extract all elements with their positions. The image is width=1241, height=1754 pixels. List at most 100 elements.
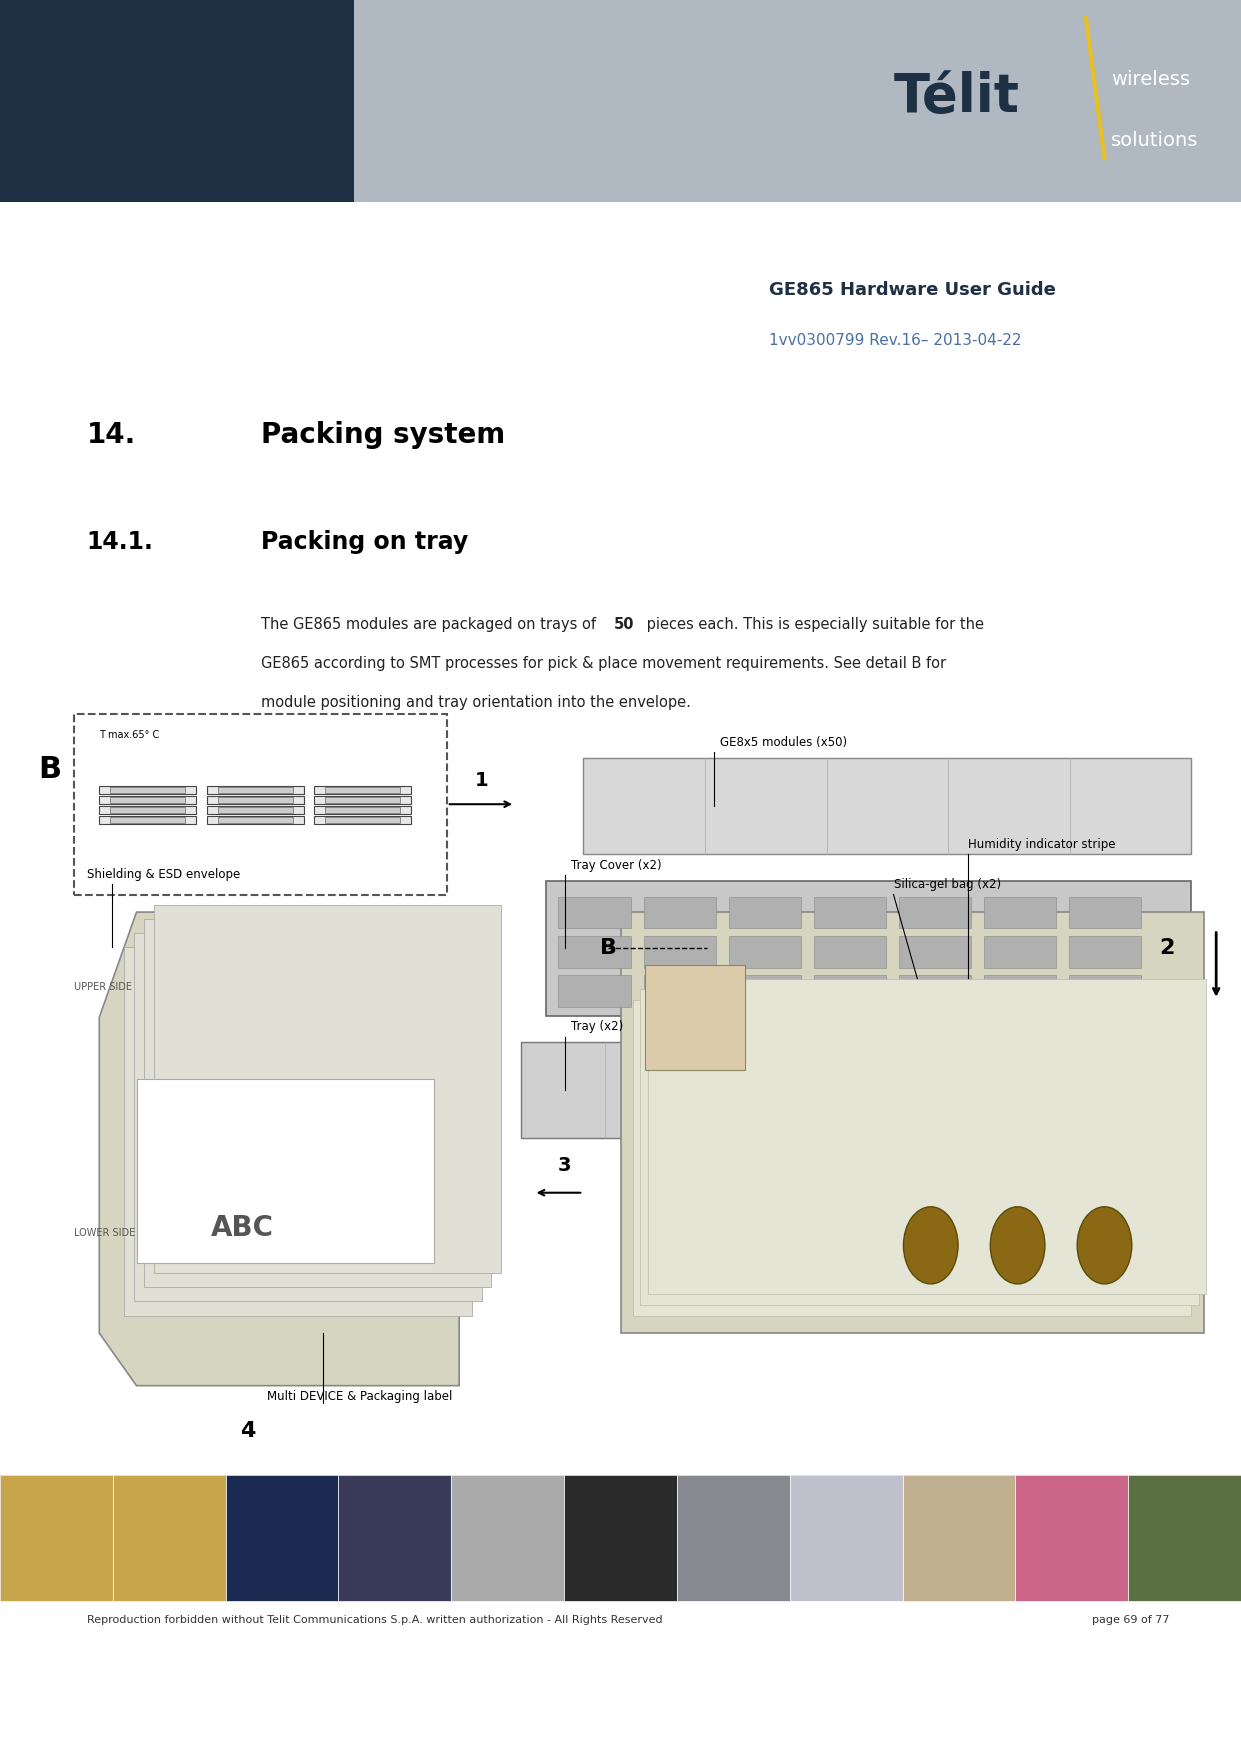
Bar (645, 965, 745, 1070)
Bar (314, 805, 411, 814)
Text: Tray (x2): Tray (x2) (571, 1021, 623, 1033)
Bar (546, 881, 1191, 1016)
Bar (113, 1475, 226, 1601)
Bar (99, 805, 196, 814)
Bar (325, 817, 401, 823)
Bar (1069, 896, 1142, 928)
Bar (521, 1042, 1191, 1138)
Text: B: B (38, 754, 61, 784)
Bar (137, 1079, 434, 1263)
Text: module positioning and tray orientation into the envelope.: module positioning and tray orientation … (261, 695, 690, 710)
Circle shape (990, 1207, 1045, 1284)
Bar (814, 975, 886, 1007)
Bar (558, 975, 630, 1007)
Bar (902, 1475, 1015, 1601)
Bar (62, 740, 1204, 1438)
Text: Humidity indicator stripe: Humidity indicator stripe (968, 838, 1116, 851)
Bar (207, 805, 304, 814)
Text: The GE865 modules are packaged on trays of: The GE865 modules are packaged on trays … (261, 617, 601, 633)
Bar (984, 896, 1056, 928)
Bar (314, 786, 411, 795)
Bar (728, 975, 800, 1007)
Bar (217, 817, 293, 823)
Bar (558, 937, 630, 968)
Bar (99, 786, 196, 795)
Bar (325, 807, 401, 814)
Text: Shielding & ESD envelope: Shielding & ESD envelope (87, 868, 240, 881)
Bar (339, 1475, 452, 1601)
Text: B: B (599, 938, 617, 958)
Text: 4: 4 (241, 1421, 256, 1440)
Text: GE865 Hardware User Guide: GE865 Hardware User Guide (769, 281, 1056, 298)
Text: Multi DEVICE & Packaging label: Multi DEVICE & Packaging label (267, 1391, 453, 1403)
Bar (644, 975, 716, 1007)
Bar (0, 1475, 1241, 1601)
Text: Packing system: Packing system (261, 421, 505, 449)
Bar (984, 975, 1056, 1007)
Bar (110, 817, 185, 823)
Circle shape (1077, 1207, 1132, 1284)
Bar (226, 1475, 339, 1601)
Text: Tray Cover (x2): Tray Cover (x2) (571, 859, 661, 872)
Bar (898, 937, 972, 968)
Bar (207, 786, 304, 795)
Bar (644, 937, 716, 968)
Bar (1015, 1475, 1128, 1601)
Text: ABC: ABC (211, 1214, 274, 1242)
Bar (217, 807, 293, 814)
Text: 2: 2 (1159, 938, 1174, 958)
Text: Reproduction forbidden without Telit Communications S.p.A. written authorization: Reproduction forbidden without Telit Com… (87, 1615, 663, 1626)
Text: 14.1.: 14.1. (87, 530, 154, 554)
Bar (314, 796, 411, 803)
Text: 14.: 14. (87, 421, 137, 449)
Text: GE865 according to SMT processes for pick & place movement requirements. See det: GE865 according to SMT processes for pic… (261, 656, 946, 672)
Bar (644, 896, 716, 928)
Text: LOWER SIDE: LOWER SIDE (74, 1228, 135, 1238)
Bar (728, 896, 800, 928)
Text: 1vv0300799 Rev.16– 2013-04-22: 1vv0300799 Rev.16– 2013-04-22 (769, 333, 1021, 349)
Bar (325, 786, 401, 793)
Text: 3: 3 (558, 1156, 571, 1175)
Bar (452, 1475, 565, 1601)
Bar (124, 947, 472, 1316)
Bar (620, 912, 1204, 1333)
Bar (110, 786, 185, 793)
Bar (144, 919, 491, 1287)
Bar (0, 1475, 113, 1601)
Bar (789, 1475, 902, 1601)
Circle shape (903, 1207, 958, 1284)
Bar (74, 714, 447, 895)
Text: 50: 50 (614, 617, 635, 633)
Bar (207, 796, 304, 803)
Bar (314, 816, 411, 824)
Text: T max.65° C: T max.65° C (99, 730, 160, 740)
Bar (1069, 937, 1142, 968)
Bar (325, 796, 401, 803)
Bar (814, 937, 886, 968)
Bar (0, 0, 354, 202)
Bar (583, 758, 1191, 854)
Bar (648, 979, 1206, 1294)
Text: Packing on tray: Packing on tray (261, 530, 468, 554)
Text: TOTAL: 100 Modules: TOTAL: 100 Modules (792, 1152, 921, 1165)
Bar (134, 933, 482, 1301)
Text: UPPER SIDE: UPPER SIDE (74, 982, 133, 993)
Bar (154, 905, 501, 1273)
Text: solutions: solutions (1111, 132, 1198, 151)
Bar (633, 1000, 1191, 1316)
Text: wireless: wireless (1111, 70, 1190, 89)
Bar (1069, 975, 1142, 1007)
Text: pieces each. This is especially suitable for the: pieces each. This is especially suitable… (642, 617, 984, 633)
Bar (984, 937, 1056, 968)
Bar (99, 796, 196, 803)
Bar (898, 896, 972, 928)
Bar (558, 896, 630, 928)
Text: GE8x5 modules (x50): GE8x5 modules (x50) (720, 737, 846, 749)
Bar (354, 0, 1241, 202)
Bar (565, 1475, 676, 1601)
Text: 1: 1 (475, 772, 488, 791)
Bar (217, 796, 293, 803)
Polygon shape (99, 912, 496, 1386)
Bar (110, 796, 185, 803)
Bar (99, 816, 196, 824)
